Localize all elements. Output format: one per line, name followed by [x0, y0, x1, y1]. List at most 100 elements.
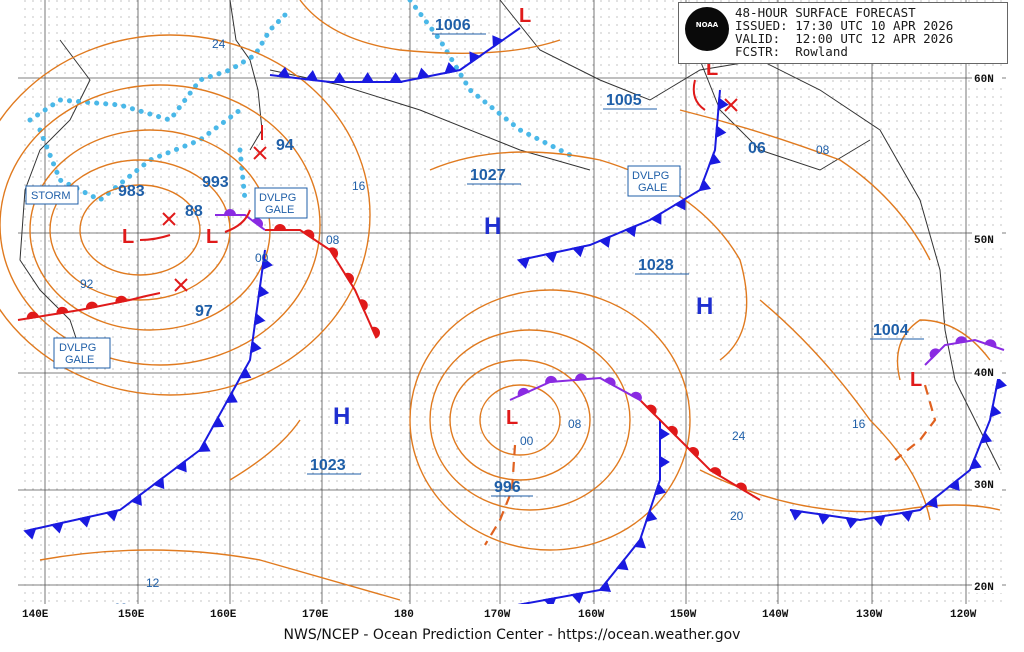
warm-front-mark [115, 295, 128, 304]
pressure-label: 94 [276, 137, 294, 154]
warm-front-mark [273, 224, 287, 231]
cold-front-mark [644, 509, 658, 523]
warm-front-mark [517, 387, 530, 398]
cold-front-mark [544, 250, 558, 263]
isobar-label: 08 [816, 143, 830, 157]
warm-front-mark [645, 404, 657, 416]
lat-label: 30N [974, 480, 994, 492]
forecast-header: NOAA 48-HOUR SURFACE FORECAST ISSUED: 17… [678, 2, 1008, 64]
cold-front-mark [197, 440, 211, 452]
lon-label: 170E [302, 609, 329, 621]
isobar-label: 00 [255, 251, 269, 265]
warm-front-mark [251, 218, 263, 229]
lon-label: 170W [484, 609, 511, 621]
cold-front-mark [598, 235, 611, 248]
cold-front-mark [416, 67, 431, 80]
cold-front-mark [653, 482, 667, 496]
lat-labels: 60N 50N 40N 30N 20N [972, 71, 1002, 594]
pressure-underlines [307, 33, 924, 497]
cold-front-mark [224, 391, 238, 404]
troughs [484, 384, 937, 546]
cold-front-mark [659, 427, 670, 441]
cold-front-mark [388, 72, 403, 83]
pressure-label: 996 [494, 479, 521, 496]
pressure-labels: 1006 1005 1027 1028 1004 1023 996 983 99… [118, 17, 909, 496]
warm-fronts [17, 224, 761, 501]
warm-front-mark [929, 348, 941, 360]
pressure-label: 1023 [310, 457, 346, 474]
lon-label: 130W [856, 609, 883, 621]
isobar-label: 20 [730, 509, 744, 523]
occluded-fronts [215, 209, 1005, 402]
isobar-label: 12 [146, 576, 160, 590]
cold-front-mark [211, 415, 225, 428]
cold-front-mark [253, 312, 266, 326]
cold-front-mark [598, 579, 612, 593]
cold-front-mark [360, 72, 375, 83]
warm-front-mark [630, 391, 642, 402]
warm-front-mark [709, 467, 722, 478]
warm-front-mark [302, 229, 315, 240]
pressure-label: 983 [118, 183, 145, 200]
cold-front-mark [633, 536, 646, 549]
warm-front-mark [343, 272, 354, 285]
pressure-label: 1027 [470, 167, 506, 184]
cold-front-mark [994, 376, 1007, 391]
warm-front-mark [984, 339, 997, 349]
lon-label: 150E [118, 609, 145, 621]
pressure-label: 06 [748, 140, 766, 157]
isobar-label: 24 [212, 37, 226, 51]
cold-front-mark [492, 35, 505, 49]
cold-front-mark [714, 124, 727, 139]
high-symbol: H [333, 403, 350, 430]
cold-front-mark [543, 596, 557, 609]
cold-front-mark [570, 591, 585, 604]
high-symbols: H H H [333, 213, 713, 430]
cold-front-mark [105, 509, 119, 522]
lon-label: 140W [762, 609, 789, 621]
cold-front-mark [947, 478, 960, 491]
footer-credit: NWS/NCEP - Ocean Prediction Center - htt… [283, 627, 741, 643]
cold-front-mark [249, 340, 262, 354]
warm-front-mark [735, 482, 747, 493]
warm-front-mark [955, 336, 968, 345]
cold-front-mark [817, 512, 831, 525]
pressure-label: 1004 [873, 322, 909, 339]
lat-label: 60N [974, 74, 994, 86]
cold-front-mark [571, 245, 585, 258]
low-symbol: L [122, 226, 134, 248]
cold-front-mark [717, 97, 729, 111]
warm-front-mark [358, 299, 368, 312]
lon-label: 180 [394, 609, 414, 621]
lon-label: 160W [578, 609, 605, 621]
warm-front-mark [666, 425, 678, 437]
isobar-label: 92 [80, 277, 94, 291]
future-positions [162, 98, 738, 292]
warm-front-mark [545, 375, 558, 384]
warning-label: DVLPG GALE [632, 170, 669, 194]
noaa-logo: NOAA [685, 7, 729, 51]
surface-forecast-map: L L L L L L H H H 1006 1005 1027 1028 10… [0, 0, 1007, 622]
warning-label: DVLPG GALE [259, 192, 296, 216]
warning-label: DVLPG GALE [59, 342, 96, 366]
cold-front-mark [261, 256, 273, 271]
cold-front-mark [516, 256, 531, 269]
lat-label: 50N [974, 235, 994, 247]
pressure-label: 88 [185, 203, 203, 220]
cold-front-mark [277, 66, 291, 79]
cold-front-mark [708, 152, 721, 166]
isobar-label: 24 [732, 429, 746, 443]
cold-front-mark [789, 508, 804, 521]
header-forecaster: FCSTR: Rowland [735, 44, 848, 59]
low-symbol: L [206, 226, 218, 248]
cold-front-mark [257, 284, 270, 299]
lon-labels: 140E 150E 160E 170E 180 170W 160W 150W 140W 130W 1… [18, 604, 1006, 622]
cold-front-mark [872, 514, 886, 527]
cold-front-mark [332, 72, 347, 83]
isobar-label: 08 [568, 417, 582, 431]
pressure-label: 97 [195, 303, 213, 320]
cold-front-mark [989, 404, 1002, 418]
high-symbol: H [484, 213, 501, 240]
cold-front-mark [304, 70, 319, 82]
pressure-label: 993 [202, 174, 229, 191]
